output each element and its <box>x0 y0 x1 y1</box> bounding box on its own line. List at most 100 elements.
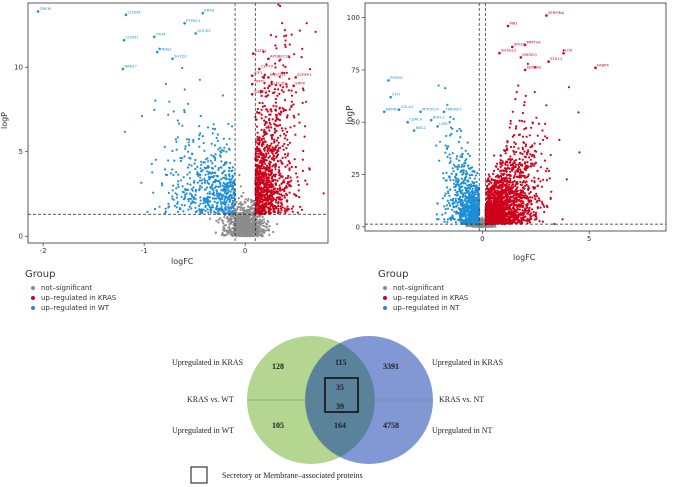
data-point <box>506 202 509 205</box>
data-point <box>517 84 520 87</box>
data-point <box>262 137 266 140</box>
data-point <box>256 187 259 190</box>
data-point <box>269 185 272 188</box>
legend-label: not–significant <box>41 284 93 292</box>
data-point <box>519 197 522 200</box>
data-point <box>263 82 266 85</box>
data-point <box>229 180 232 184</box>
data-point <box>508 205 511 208</box>
data-point <box>512 221 515 224</box>
data-point <box>191 153 194 156</box>
data-point <box>268 233 271 236</box>
data-point <box>285 192 288 195</box>
data-point <box>263 87 266 90</box>
data-point <box>250 223 253 227</box>
data-point <box>495 215 498 218</box>
data-point <box>283 142 286 146</box>
data-point <box>514 171 517 174</box>
data-point <box>279 4 282 8</box>
data-point <box>504 221 507 224</box>
data-point <box>280 111 283 114</box>
data-point <box>521 146 524 149</box>
data-point <box>229 190 232 193</box>
data-point <box>262 228 265 231</box>
data-point <box>524 143 528 146</box>
data-point <box>301 87 305 90</box>
data-point <box>200 160 203 163</box>
data-point <box>252 220 255 223</box>
data-point <box>292 205 295 208</box>
data-point <box>239 219 242 222</box>
data-point <box>257 177 260 181</box>
data-point <box>516 217 519 220</box>
data-point <box>176 201 179 204</box>
data-point <box>256 139 259 142</box>
data-point <box>227 206 230 210</box>
data-point <box>259 161 262 164</box>
data-point <box>267 220 270 223</box>
data-point <box>232 192 235 195</box>
data-point <box>488 175 491 178</box>
data-point <box>525 135 528 138</box>
data-point <box>451 214 454 217</box>
data-point <box>150 162 153 165</box>
data-point <box>175 148 178 151</box>
data-point <box>512 197 515 200</box>
data-point <box>491 192 494 195</box>
data-point <box>261 195 264 198</box>
data-point <box>501 220 504 223</box>
data-point <box>184 189 187 192</box>
data-point <box>539 206 542 209</box>
data-point <box>530 126 533 129</box>
data-point <box>239 201 242 204</box>
data-point <box>507 158 510 161</box>
data-point <box>217 185 220 188</box>
data-point <box>512 214 515 217</box>
data-point <box>465 225 468 228</box>
data-point <box>219 181 222 184</box>
data-point <box>224 173 227 177</box>
data-point <box>269 123 272 126</box>
data-point <box>281 203 284 206</box>
data-point <box>308 167 311 170</box>
data-point <box>222 228 225 231</box>
data-point <box>158 205 161 208</box>
data-point <box>286 154 289 157</box>
data-point <box>522 211 525 215</box>
data-point <box>516 189 519 192</box>
data-point <box>273 127 276 130</box>
data-point <box>209 171 212 174</box>
data-point <box>494 189 497 193</box>
data-point <box>268 165 271 168</box>
data-point <box>171 195 174 198</box>
data-point <box>237 197 240 200</box>
data-point <box>188 171 191 174</box>
data-point <box>509 119 512 123</box>
data-point <box>553 222 556 226</box>
data-point <box>516 200 519 203</box>
data-point <box>558 138 561 141</box>
labeled-point <box>201 11 205 15</box>
data-point <box>534 149 537 152</box>
data-point <box>209 185 212 188</box>
data-point <box>280 198 283 201</box>
data-point <box>169 172 172 175</box>
data-point <box>486 212 490 215</box>
data-point <box>269 208 273 211</box>
data-point <box>531 155 534 158</box>
data-point <box>514 98 517 101</box>
data-point <box>290 179 293 182</box>
data-point <box>263 123 266 126</box>
data-point <box>299 205 302 208</box>
data-point <box>298 196 301 199</box>
data-point <box>209 211 212 214</box>
data-point <box>505 173 509 176</box>
data-point <box>273 88 277 91</box>
data-point <box>509 208 513 211</box>
data-point <box>257 155 260 158</box>
data-point <box>263 225 266 228</box>
data-point <box>211 204 214 207</box>
data-point <box>175 171 178 174</box>
data-point <box>183 88 186 91</box>
